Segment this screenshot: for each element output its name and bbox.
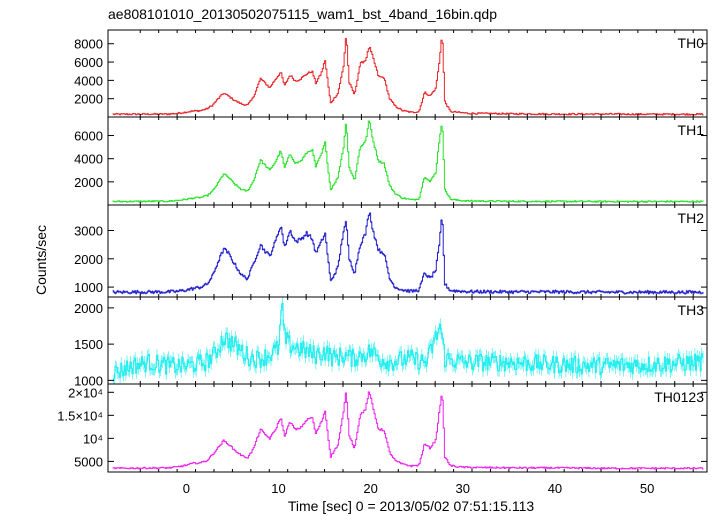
- panel-frame: [107, 204, 708, 298]
- panel-label-th3: TH3: [678, 302, 705, 318]
- y-tick-label: 2000: [74, 92, 103, 107]
- panel-label-th1: TH1: [678, 122, 705, 138]
- y-tick-label: 4000: [74, 152, 103, 167]
- series-errorbars-th0: [112, 37, 704, 116]
- y-axis-label: Counts/sec: [33, 225, 49, 295]
- panel-frame: [107, 29, 708, 118]
- y-tick-label: 8000: [74, 37, 103, 52]
- panels: 2000 4000 6000 8000 TH0 2000 4000 6000 TH1 1000 20…: [57, 29, 708, 473]
- panel-frame: [107, 296, 708, 385]
- panel-th0123: 5000 10⁴ 1.5×10⁴ 2×10⁴ TH0123: [57, 383, 708, 473]
- y-tick-label: 3000: [74, 223, 103, 238]
- series-errorbars-th2: [112, 212, 704, 295]
- panel-label-th0123: TH0123: [654, 389, 704, 405]
- y-tick-label: 1000: [74, 373, 103, 388]
- panel-label-th0: TH0: [678, 35, 705, 51]
- panel-th2: 1000 2000 3000 TH2: [74, 204, 708, 298]
- y-tick-label: 1000: [74, 280, 103, 295]
- series-errorbars-th3: [112, 297, 704, 384]
- y-tick-label: 2000: [74, 175, 103, 190]
- x-tick-label: 10: [271, 481, 285, 496]
- y-tick-label: 2×10⁴: [68, 385, 103, 400]
- series-line-th0123: [112, 391, 704, 470]
- series-errorbars-th0123: [112, 391, 704, 470]
- panel-th1: 2000 4000 6000 TH1: [74, 116, 708, 206]
- y-tick-label: 6000: [74, 55, 103, 70]
- x-tick-label: 50: [640, 481, 654, 496]
- x-tick-labels: 0 10 20 30 40 50: [183, 481, 655, 496]
- panel-frame: [107, 116, 708, 206]
- x-tick-label: 30: [456, 481, 470, 496]
- x-tick-label: 40: [548, 481, 562, 496]
- y-tick-label: 1500: [74, 337, 103, 352]
- chart-title: ae808101010_20130502075115_wam1_bst_4ban…: [108, 6, 497, 22]
- y-tick-label: 6000: [74, 129, 103, 144]
- y-tick-label: 2000: [74, 301, 103, 316]
- y-tick-label: 5000: [74, 454, 103, 469]
- x-tick-label: 20: [363, 481, 377, 496]
- series-line-th3: [112, 302, 704, 382]
- series-line-th2: [112, 212, 704, 295]
- panel-frame: [107, 383, 708, 473]
- x-axis-label: Time [sec] 0 = 2013/05/02 07:51:15.113: [288, 498, 535, 514]
- panel-label-th2: TH2: [678, 210, 705, 226]
- panel-th0: 2000 4000 6000 8000 TH0: [74, 29, 708, 118]
- series-line-th1: [112, 120, 704, 203]
- y-tick-label: 2000: [74, 252, 103, 267]
- y-tick-label: 1.5×10⁴: [57, 408, 103, 423]
- x-tick-label: 0: [183, 481, 190, 496]
- y-tick-label: 10⁴: [83, 431, 103, 446]
- y-tick-label: 4000: [74, 73, 103, 88]
- panel-th3: 1000 1500 2000 TH3: [74, 296, 708, 388]
- series-line-th0: [112, 38, 704, 116]
- series-errorbars-th1: [112, 120, 704, 203]
